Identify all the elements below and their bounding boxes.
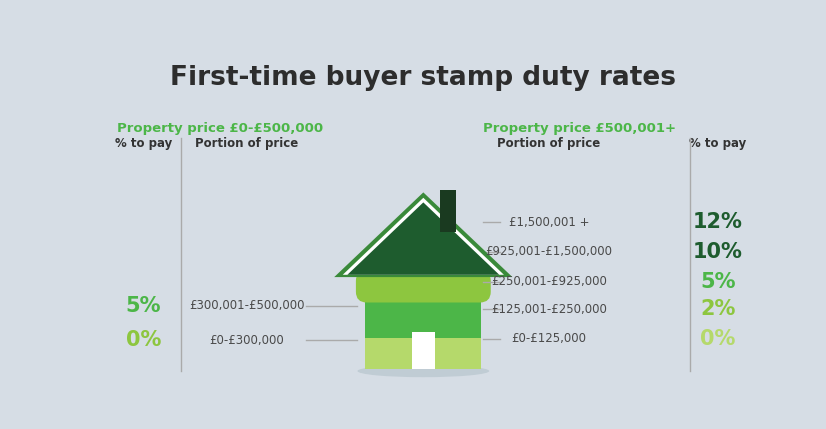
Text: Property price £500,001+: Property price £500,001+: [483, 122, 676, 135]
Text: £1,500,001 +: £1,500,001 +: [509, 216, 589, 229]
Text: £250,001-£925,000: £250,001-£925,000: [491, 275, 607, 288]
Text: 5%: 5%: [126, 296, 161, 316]
FancyBboxPatch shape: [440, 190, 456, 233]
Text: 0%: 0%: [700, 329, 735, 349]
FancyBboxPatch shape: [365, 302, 482, 338]
Text: £125,001-£250,000: £125,001-£250,000: [491, 303, 607, 316]
FancyBboxPatch shape: [411, 332, 435, 369]
Text: % to pay: % to pay: [689, 137, 747, 151]
Text: % to pay: % to pay: [115, 137, 172, 151]
FancyBboxPatch shape: [365, 338, 482, 369]
Text: Portion of price: Portion of price: [497, 137, 601, 151]
Text: 0%: 0%: [126, 330, 161, 350]
Ellipse shape: [358, 365, 489, 377]
Polygon shape: [335, 192, 512, 277]
Text: 10%: 10%: [693, 242, 743, 262]
Text: Portion of price: Portion of price: [195, 137, 298, 151]
Text: £0-£300,000: £0-£300,000: [209, 334, 284, 347]
Text: 5%: 5%: [700, 272, 736, 292]
Text: £925,001-£1,500,000: £925,001-£1,500,000: [486, 245, 612, 258]
Text: 2%: 2%: [700, 299, 735, 320]
Text: First-time buyer stamp duty rates: First-time buyer stamp duty rates: [170, 66, 676, 91]
Polygon shape: [348, 202, 499, 275]
Text: 12%: 12%: [693, 212, 743, 233]
Polygon shape: [343, 198, 504, 275]
Text: £0-£125,000: £0-£125,000: [511, 332, 586, 345]
Text: Property price £0-£500,000: Property price £0-£500,000: [117, 122, 323, 135]
FancyBboxPatch shape: [356, 270, 491, 302]
Text: £300,001-£500,000: £300,001-£500,000: [189, 299, 304, 312]
